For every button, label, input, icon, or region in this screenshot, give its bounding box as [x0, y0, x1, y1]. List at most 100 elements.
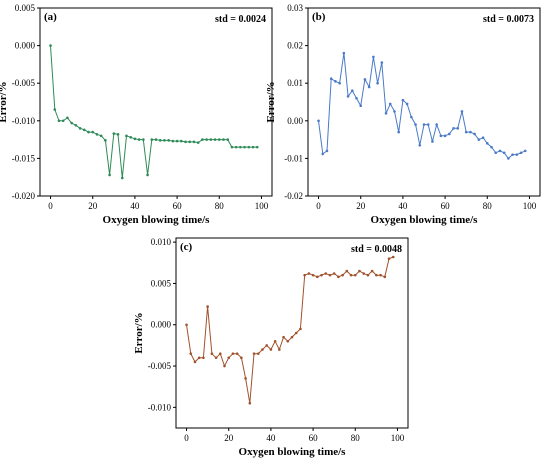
data-point	[405, 102, 409, 106]
data-point	[202, 356, 205, 360]
y-tick-label: -0.020	[12, 191, 36, 201]
data-point	[358, 269, 361, 273]
data-point	[349, 273, 353, 277]
data-point	[355, 96, 358, 100]
data-point	[171, 139, 175, 143]
data-point	[345, 269, 349, 273]
data-point	[435, 123, 438, 126]
data-point	[414, 123, 417, 126]
data-point	[388, 102, 392, 106]
data-point	[70, 121, 73, 125]
data-point	[189, 352, 193, 355]
series-line	[50, 45, 258, 179]
data-point	[209, 138, 213, 141]
data-point	[251, 145, 255, 149]
data-point	[217, 138, 221, 141]
data-point	[112, 132, 116, 135]
x-tick-label: 40	[398, 201, 408, 211]
data-point	[231, 352, 235, 355]
y-axis-title: Error/%	[0, 81, 9, 122]
data-point	[205, 138, 208, 141]
data-point	[57, 119, 61, 123]
data-point	[192, 140, 196, 144]
data-point	[316, 275, 319, 279]
data-point	[485, 142, 489, 145]
data-point	[303, 273, 306, 277]
data-point	[473, 132, 476, 136]
data-point	[320, 273, 323, 277]
y-tick-label: 0.00	[287, 116, 303, 126]
data-point	[353, 273, 357, 277]
data-point	[180, 139, 183, 143]
std-annotation: std = 0.0048	[351, 244, 402, 255]
data-point	[375, 273, 378, 277]
y-axis-title: Error/%	[133, 312, 145, 353]
y-tick-label: 0.02	[287, 41, 303, 51]
y-tick-label: 0.005	[151, 278, 172, 288]
data-point	[243, 145, 246, 149]
x-tick-label: 0	[184, 433, 189, 443]
data-point	[213, 138, 217, 141]
data-point	[223, 364, 226, 368]
x-tick-label: 60	[441, 201, 451, 211]
data-point	[53, 108, 57, 111]
data-point	[410, 115, 413, 119]
x-tick-label: 0	[316, 201, 321, 211]
data-point	[448, 132, 451, 136]
data-point	[443, 134, 447, 138]
data-point	[116, 133, 120, 136]
data-point	[324, 272, 328, 275]
data-point	[133, 137, 137, 141]
data-point	[387, 257, 391, 260]
data-point	[359, 104, 363, 108]
data-point	[523, 149, 527, 153]
data-point	[328, 273, 332, 277]
data-point	[311, 273, 315, 277]
data-point	[515, 153, 519, 156]
x-tick-label: 60	[173, 201, 183, 211]
y-tick-label: -0.02	[284, 191, 303, 201]
data-point	[346, 95, 350, 98]
data-point	[332, 272, 336, 275]
data-point	[431, 140, 434, 143]
plot-frame	[307, 7, 541, 197]
data-point	[391, 255, 395, 259]
data-point	[49, 44, 52, 47]
x-tick-label: 100	[523, 201, 537, 211]
data-point	[507, 157, 510, 160]
data-point	[379, 273, 382, 277]
data-point	[367, 85, 371, 89]
data-point	[477, 138, 481, 141]
data-point	[261, 348, 264, 351]
plot-frame	[39, 7, 273, 197]
x-tick-label: 20	[224, 433, 234, 443]
data-point	[154, 138, 158, 141]
data-point	[502, 151, 506, 155]
series-line	[318, 53, 526, 160]
data-point	[325, 149, 329, 153]
x-tick-label: 80	[351, 433, 361, 443]
data-point	[227, 356, 231, 360]
panel-label: (a)	[44, 11, 57, 23]
data-point	[239, 145, 242, 149]
data-point	[299, 327, 302, 331]
x-tick-label: 0	[48, 201, 53, 211]
data-point	[511, 153, 514, 156]
data-point	[273, 339, 277, 343]
data-point	[247, 145, 251, 149]
data-point	[393, 110, 396, 113]
data-point	[99, 134, 103, 138]
data-point	[255, 145, 259, 149]
data-point	[226, 138, 230, 141]
data-point	[397, 130, 400, 134]
data-point	[78, 127, 82, 130]
data-point	[201, 138, 204, 141]
data-point	[278, 348, 281, 351]
data-point	[401, 98, 405, 102]
data-point	[321, 152, 325, 156]
data-point	[334, 80, 337, 83]
data-point	[383, 275, 387, 279]
panel-label: (c)	[180, 241, 193, 253]
data-point	[82, 128, 86, 132]
x-axis-title: Oxygen blowing time/s	[103, 214, 211, 226]
